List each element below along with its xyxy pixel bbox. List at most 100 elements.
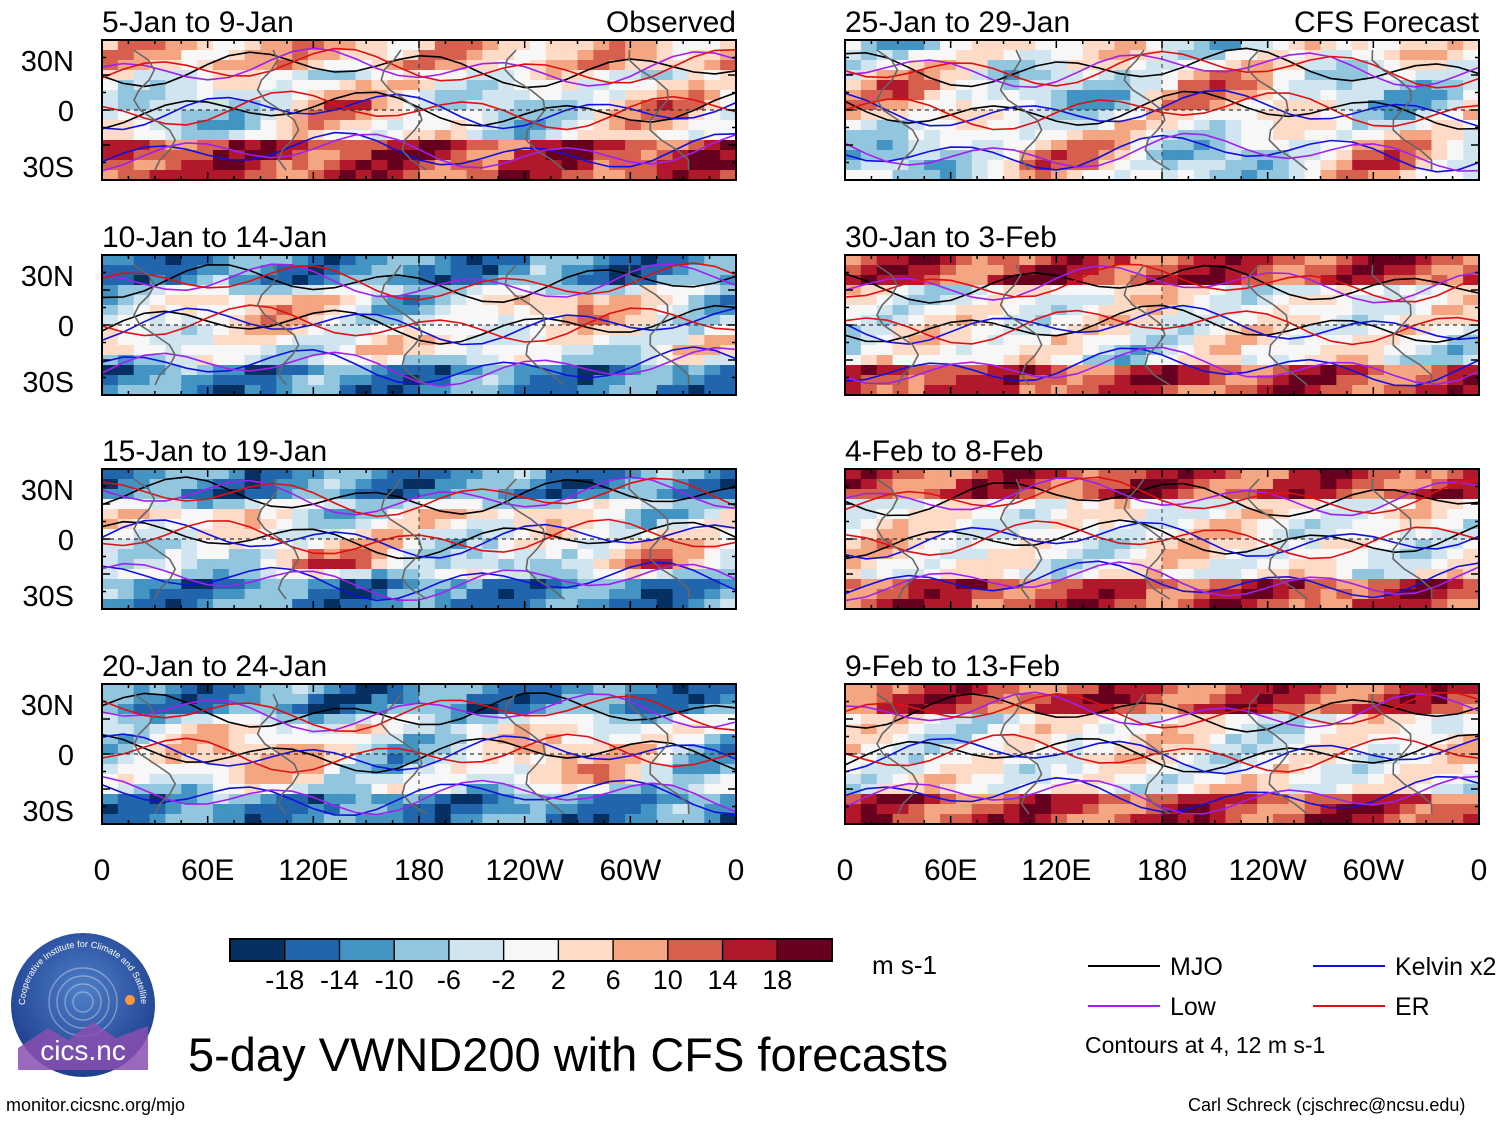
field-cell [1304, 559, 1322, 570]
field-cell [419, 325, 436, 336]
field-cell [1272, 325, 1290, 336]
field-cell [1066, 140, 1084, 151]
field-cell [924, 305, 941, 316]
field-cell [1447, 704, 1464, 715]
field-cell [609, 265, 626, 276]
field-cell [1019, 255, 1036, 266]
field-cell [1114, 469, 1131, 480]
field-cell [625, 549, 642, 560]
field-cell [1288, 40, 1306, 51]
field-cell [1352, 724, 1369, 735]
field-cell [212, 744, 230, 755]
field-cell [1463, 375, 1480, 386]
field-cell [1368, 519, 1385, 530]
field-cell [1241, 345, 1258, 356]
field-cell [117, 255, 135, 266]
field-cell [640, 305, 658, 316]
field-cell [1051, 499, 1068, 510]
field-cell [434, 539, 452, 550]
field-cell [1114, 130, 1131, 141]
field-cell [434, 365, 452, 376]
field-cell [434, 569, 452, 580]
field-cell [197, 345, 214, 356]
field-cell [529, 814, 547, 825]
field-cell [165, 539, 182, 550]
field-cell [1162, 489, 1179, 500]
field-cell [876, 559, 894, 570]
field-cell [466, 80, 483, 91]
field-cell [720, 150, 737, 161]
field-cell [971, 355, 989, 366]
field-cell [1146, 714, 1163, 725]
field-cell [545, 325, 563, 336]
field-cell [212, 120, 230, 131]
field-cell [529, 80, 547, 91]
field-cell [609, 724, 626, 735]
field-cell [1130, 764, 1147, 775]
field-cell [908, 559, 925, 570]
field-cell [1447, 784, 1464, 795]
field-cell [924, 764, 941, 775]
field-cell [1352, 355, 1369, 366]
field-cell [545, 714, 563, 725]
field-cell [940, 529, 957, 540]
field-cell [688, 325, 705, 336]
field-cell [1431, 704, 1448, 715]
field-cell [672, 305, 690, 316]
field-cell [1336, 60, 1353, 71]
field-cell [228, 764, 246, 775]
field-cell [419, 255, 436, 266]
field-cell [450, 469, 468, 480]
field-cell [1352, 519, 1369, 530]
field-cell [1320, 295, 1337, 306]
field-cell [1336, 694, 1353, 705]
field-cell [1415, 784, 1433, 795]
field-cell [419, 295, 436, 306]
field-cell [672, 469, 690, 480]
field-cell [434, 684, 452, 695]
field-cell [1066, 714, 1084, 725]
field-cell [908, 549, 925, 560]
field-cell [197, 694, 214, 705]
field-cell [181, 385, 198, 396]
field-cell [323, 285, 341, 296]
field-cell [672, 40, 690, 51]
field-cell [609, 569, 626, 580]
field-cell [165, 255, 182, 266]
field-cell [1225, 305, 1242, 316]
y-tick-label: 30N [21, 261, 74, 293]
field-cell [1003, 519, 1020, 530]
field-cell [403, 255, 420, 266]
field-cell [466, 684, 483, 695]
field-cell [1241, 255, 1258, 266]
field-cell [892, 794, 909, 805]
field-cell [1241, 539, 1258, 550]
field-cell [212, 345, 230, 356]
field-cell [419, 365, 436, 376]
field-cell [529, 140, 547, 151]
field-cell [1463, 579, 1480, 590]
field-cell [1399, 345, 1417, 356]
field-cell [971, 469, 989, 480]
field-cell [276, 355, 293, 366]
field-cell [1193, 375, 1211, 386]
field-cell [1383, 80, 1401, 91]
field-cell [197, 509, 214, 520]
field-cell [339, 539, 357, 550]
field-cell [955, 345, 973, 356]
field-cell [545, 50, 563, 61]
field-cell [117, 70, 135, 81]
coastline [628, 693, 690, 815]
field-cell [1272, 170, 1290, 181]
field-cell [688, 589, 705, 600]
field-cell [133, 345, 151, 356]
field-cell [1257, 100, 1274, 111]
field-cell [260, 385, 277, 396]
field-cell [1320, 120, 1337, 131]
field-cell [228, 684, 246, 695]
field-cell [955, 110, 973, 121]
field-cell [117, 804, 135, 815]
field-cell [561, 40, 579, 51]
field-cell [892, 335, 909, 346]
field-cell [955, 549, 973, 560]
